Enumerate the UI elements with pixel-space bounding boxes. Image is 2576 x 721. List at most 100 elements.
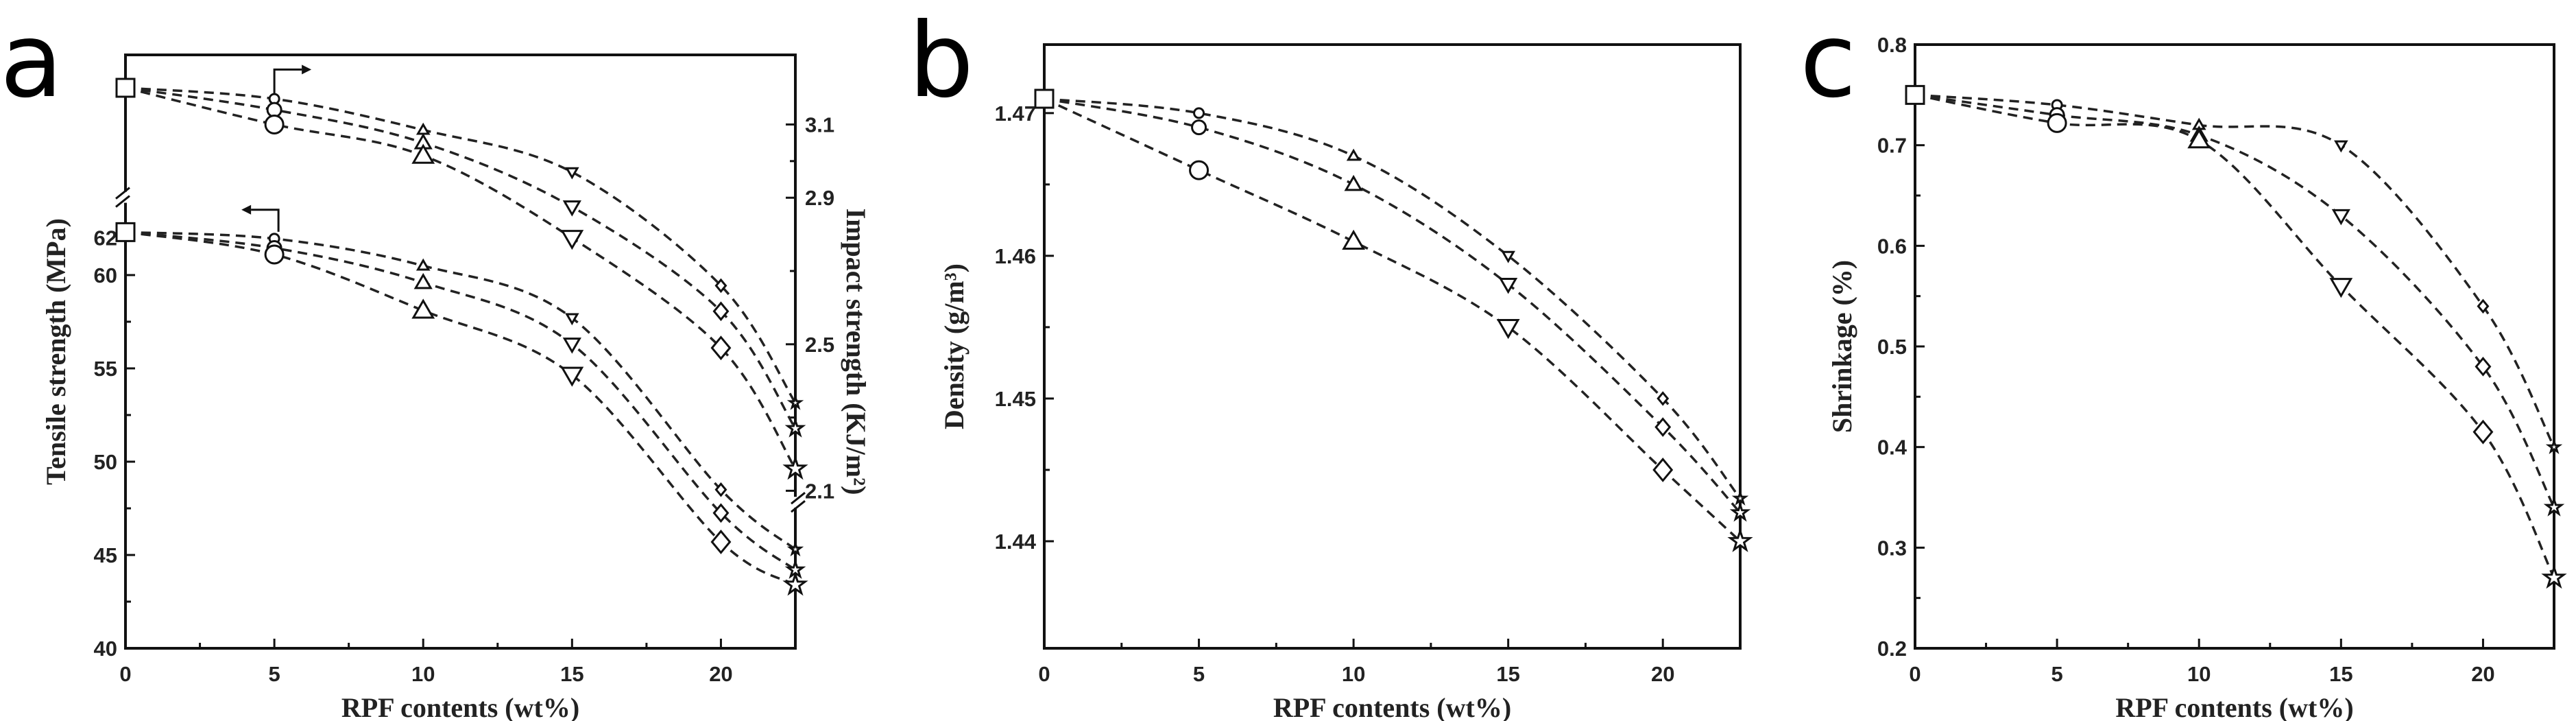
fit-line-series-2 xyxy=(125,231,797,571)
fit-line-series-1 xyxy=(1914,93,2555,448)
y-tick-label: 1.44 xyxy=(995,530,1037,554)
y-tick-label: 60 xyxy=(94,263,117,287)
data-point-diamond xyxy=(714,482,727,497)
data-point-star xyxy=(1727,528,1753,552)
data-point-star xyxy=(782,455,808,480)
data-point-square xyxy=(115,78,136,98)
x-tick-label: 10 xyxy=(1342,662,1365,686)
data-point-triangle-down xyxy=(565,167,579,180)
y2-tick-label: 3.1 xyxy=(805,113,834,137)
y-tick-label: 0.3 xyxy=(1877,536,1907,560)
data-point-square xyxy=(1034,88,1055,109)
y-tick-label: 0.2 xyxy=(1877,637,1907,661)
left-axis-arrowhead xyxy=(241,204,252,215)
data-point-star xyxy=(1729,501,1751,522)
data-point-star xyxy=(786,541,804,557)
x-axis-title: RPF contents (wt%) xyxy=(1273,692,1511,721)
data-point-triangle-up xyxy=(2187,128,2211,149)
x-tick-label: 20 xyxy=(1651,662,1674,686)
data-point-diamond xyxy=(2475,356,2492,377)
y-tick-label: 0.4 xyxy=(1877,436,1907,460)
data-point-triangle-up xyxy=(416,122,431,135)
data-point-triangle-up xyxy=(1344,174,1363,191)
right-axis-arrow xyxy=(273,68,302,94)
data-point-diamond xyxy=(710,335,732,361)
fit-line-series-1 xyxy=(1044,97,1742,499)
data-point-star xyxy=(784,417,806,438)
data-point-circle xyxy=(264,244,285,265)
y-tick-label: 1.46 xyxy=(995,244,1036,268)
right-axis-arrowhead xyxy=(302,64,312,75)
data-point-circle xyxy=(264,114,285,134)
x-tick-label: 15 xyxy=(560,662,583,686)
panel-letter: a xyxy=(0,1,63,121)
x-axis-title: RPF contents (wt%) xyxy=(341,692,579,721)
fit-line-series-2 xyxy=(1914,93,2555,508)
x-tick-label: 20 xyxy=(2471,662,2494,686)
x-tick-label: 0 xyxy=(1038,662,1050,686)
left-axis-break xyxy=(115,187,130,208)
data-point-triangle-up xyxy=(411,298,435,319)
y-axis-title: Shrinkage (%) xyxy=(1827,260,1857,433)
y-tick-label: 0.7 xyxy=(1877,134,1907,158)
x-axis-title: RPF contents (wt%) xyxy=(2115,692,2353,721)
data-point-triangle-down xyxy=(2334,140,2348,153)
data-point-diamond xyxy=(1657,391,1670,406)
data-point-square xyxy=(1905,84,1925,105)
data-point-triangle-down xyxy=(560,230,584,250)
data-point-triangle-up xyxy=(1346,148,1361,161)
data-point-triangle-down xyxy=(1501,250,1515,263)
y2-axis-title: Impact strength (KJ/m²) xyxy=(841,209,871,495)
data-point-star xyxy=(2541,564,2567,589)
x-tick-label: 20 xyxy=(709,662,732,686)
y-tick-label: 1.47 xyxy=(995,102,1036,126)
data-point-star xyxy=(2543,496,2565,517)
data-point-circle xyxy=(1193,107,1205,119)
y-tick-label: 1.45 xyxy=(995,387,1036,411)
plot-frame xyxy=(1914,43,2555,650)
data-point-triangle-up xyxy=(411,143,435,164)
plot-frame xyxy=(124,54,797,650)
fit-line-series-2 xyxy=(1044,97,1742,514)
data-point-triangle-down xyxy=(562,200,581,217)
data-point-triangle-down xyxy=(562,338,581,354)
y-tick-label: 45 xyxy=(94,543,117,567)
data-point-triangle-down xyxy=(1496,319,1520,340)
panel-c: c 0 5 10 15 20 RPF contents (wt%) 0.2 0.3 0.4 0.5 0… xyxy=(1800,1,2567,721)
data-point-triangle-down xyxy=(2331,209,2350,226)
fit-line-series-3 xyxy=(1914,93,2555,579)
fit-line-series-6 xyxy=(125,86,797,470)
x-tick-label: 5 xyxy=(1193,662,1205,686)
y2-tick-label: 2.5 xyxy=(805,333,834,357)
fit-line-series-1 xyxy=(125,231,797,551)
data-point-circle xyxy=(2047,113,2067,133)
right-axis-break xyxy=(791,492,806,513)
y-tick-label: 0.6 xyxy=(1877,234,1907,258)
panel-letter: b xyxy=(908,1,974,121)
x-tick-label: 15 xyxy=(2329,662,2352,686)
fit-line-series-3 xyxy=(125,231,796,587)
y-tick-label: 0.5 xyxy=(1877,335,1907,359)
x-tick-label: 0 xyxy=(119,662,131,686)
data-point-circle xyxy=(1191,119,1207,136)
data-point-triangle-up xyxy=(1342,229,1366,250)
data-point-triangle-up xyxy=(416,258,431,271)
x-tick-label: 5 xyxy=(2051,662,2062,686)
plot-frame xyxy=(1043,43,1742,650)
data-point-triangle-down xyxy=(1499,278,1518,294)
data-point-diamond xyxy=(1654,417,1672,437)
y-tick-label: 50 xyxy=(94,450,117,474)
data-point-star xyxy=(786,394,804,410)
fit-line-series-3 xyxy=(1044,97,1742,543)
data-point-diamond xyxy=(1652,458,1674,482)
data-point-square xyxy=(115,222,136,242)
x-tick-label: 0 xyxy=(1909,662,1921,686)
y2-tick-label: 2.1 xyxy=(805,479,834,503)
y-tick-label: 55 xyxy=(94,357,117,381)
data-point-circle xyxy=(1189,160,1209,180)
panel-b: b 0 5 10 15 20 RPF contents (wt%) 1.44 1.45 1.46 1… xyxy=(908,1,1753,721)
data-point-diamond xyxy=(710,530,732,554)
x-tick-label: 10 xyxy=(411,662,435,686)
